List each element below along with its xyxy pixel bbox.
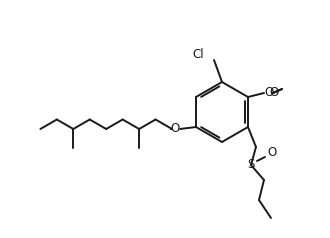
Text: O: O [267,147,277,159]
Text: S: S [247,159,255,172]
Text: O: O [264,86,274,99]
Text: Cl: Cl [192,49,204,61]
Text: O: O [170,123,180,135]
Text: O: O [269,86,278,99]
